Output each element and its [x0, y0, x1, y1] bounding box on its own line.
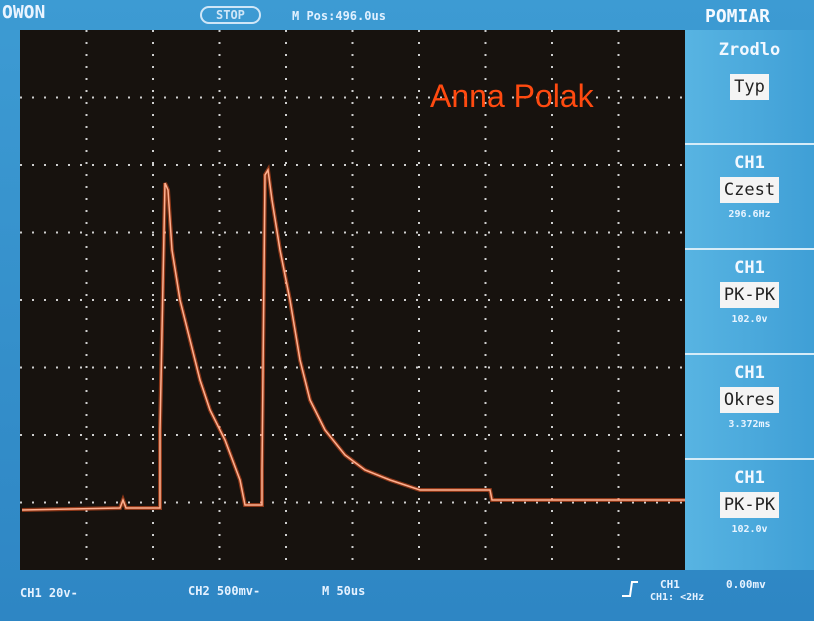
measure-menu: Zrodlo Typ CH1 Czest 296.6Hz CH1 PK-PK 102.0v…: [685, 30, 814, 570]
trigger-channel: CH1: [660, 578, 680, 591]
measurement: CH1 Okres 3.372ms: [685, 353, 814, 458]
oscilloscope-screen: OWON STOP M Pos:496.0us POMIAR Anna Pola…: [0, 0, 814, 621]
measurement: CH1 Czest 296.6Hz: [685, 143, 814, 248]
measure-value: 102.0v: [685, 314, 814, 325]
measure-name[interactable]: Okres: [720, 387, 779, 413]
source-section: Zrodlo Typ: [685, 30, 814, 143]
measure-name[interactable]: PK-PK: [720, 282, 779, 308]
ch1-scale: CH1 20v-: [20, 586, 78, 600]
status: STOP: [200, 6, 261, 24]
menu-title: POMIAR: [705, 6, 770, 27]
ch2-scale: CH2 500mv-: [188, 584, 260, 598]
watermark: Anna Polak: [430, 78, 594, 115]
trigger-icon: [620, 578, 640, 598]
trace-glow: [22, 170, 685, 510]
trigger-level: 0.00mv: [726, 578, 766, 591]
measure-name[interactable]: PK-PK: [720, 492, 779, 518]
timebase: M 50us: [322, 584, 365, 598]
source-label: Zrodlo: [685, 40, 814, 60]
measure-channel: CH1: [685, 153, 814, 173]
measure-value: 102.0v: [685, 524, 814, 535]
measure-value: 296.6Hz: [685, 209, 814, 220]
brand: OWON: [2, 2, 45, 23]
measurement: CH1 PK-PK 102.0v: [685, 248, 814, 353]
type-button[interactable]: Typ: [730, 74, 769, 100]
measure-channel: CH1: [685, 468, 814, 488]
measure-channel: CH1: [685, 258, 814, 278]
plot-area: Anna Polak: [20, 30, 685, 570]
measure-value: 3.372ms: [685, 419, 814, 430]
measure-name[interactable]: Czest: [720, 177, 779, 203]
position: M Pos:496.0us: [292, 9, 386, 23]
measurement: CH1 PK-PK 102.0v: [685, 458, 814, 563]
frequency: CH1: <2Hz: [650, 592, 704, 603]
measure-channel: CH1: [685, 363, 814, 383]
